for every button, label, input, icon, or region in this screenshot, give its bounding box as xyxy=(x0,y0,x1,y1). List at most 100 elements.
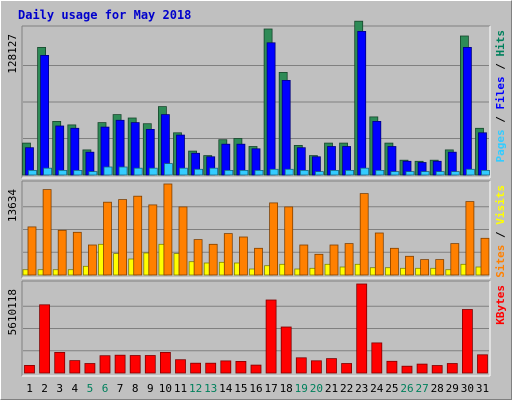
x-tick-label: 7 xyxy=(117,382,124,395)
bar-pages-day-10 xyxy=(163,163,173,176)
bar-sites-day-5 xyxy=(88,244,97,276)
legend: KBytes xyxy=(494,285,507,325)
x-tick-label: 19 xyxy=(295,382,308,395)
bar-sites-day-28 xyxy=(435,259,445,276)
bar-pages-day-7 xyxy=(118,166,128,176)
panel-bottom: 5610118 KBytes xyxy=(6,280,507,377)
x-tick-label: 10 xyxy=(159,382,172,395)
x-tick-label: 17 xyxy=(264,382,277,395)
x-tick-label: 16 xyxy=(249,382,262,395)
bar-pages-day-16 xyxy=(254,169,264,176)
bar-kbytes-day-30 xyxy=(461,309,473,374)
bar-sites-day-1 xyxy=(27,226,37,276)
bar-files-day-4 xyxy=(70,127,80,176)
bar-pages-day-28 xyxy=(435,171,445,176)
x-tick-label: 8 xyxy=(132,382,139,395)
bar-pages-day-8 xyxy=(133,167,143,176)
panel-top: 128127 Pages / Files / Hits xyxy=(6,20,507,179)
bar-sites-day-27 xyxy=(420,259,430,276)
bar-kbytes-day-26 xyxy=(401,365,413,374)
bar-files-day-17 xyxy=(266,42,276,176)
bar-kbytes-day-2 xyxy=(39,304,50,374)
bar-sites-day-26 xyxy=(405,255,414,276)
bar-pages-day-17 xyxy=(269,168,279,176)
legend-item: Visits xyxy=(494,185,507,225)
bar-sites-day-23 xyxy=(359,193,369,276)
bar-sites-day-22 xyxy=(344,243,354,276)
bar-pages-day-27 xyxy=(420,171,430,176)
x-tick-label: 9 xyxy=(147,382,154,395)
bar-pages-day-9 xyxy=(148,167,158,176)
bar-files-day-8 xyxy=(130,122,140,176)
bar-sites-day-30 xyxy=(465,201,475,276)
x-tick-label: 5 xyxy=(87,382,94,395)
bar-sites-day-29 xyxy=(450,243,460,276)
x-tick-label: 24 xyxy=(370,382,384,395)
legend: Pages / Files / Hits xyxy=(494,30,507,163)
bar-kbytes-day-27 xyxy=(416,363,428,374)
x-tick-label: 2 xyxy=(41,382,48,395)
bar-pages-day-18 xyxy=(284,168,294,176)
bar-kbytes-day-8 xyxy=(129,355,141,374)
bar-files-day-23 xyxy=(357,30,367,176)
bar-pages-day-30 xyxy=(465,168,475,176)
bar-sites-day-14 xyxy=(223,233,233,276)
x-tick-label: 11 xyxy=(174,382,187,395)
bar-files-day-18 xyxy=(281,80,291,176)
x-tick-label: 31 xyxy=(476,382,489,395)
bar-sites-day-18 xyxy=(284,206,294,276)
bar-sites-day-11 xyxy=(178,206,188,276)
legend-item: Sites xyxy=(494,245,507,278)
bar-files-day-25 xyxy=(387,146,397,176)
ymax-label: 13634 xyxy=(6,189,19,222)
bar-sites-day-21 xyxy=(329,244,339,276)
legend-item: Hits xyxy=(494,30,507,57)
x-tick-label: 25 xyxy=(385,382,398,395)
bar-sites-day-12 xyxy=(193,239,203,276)
bar-pages-day-1 xyxy=(28,169,37,176)
bar-sites-day-20 xyxy=(314,253,324,276)
x-tick-label: 26 xyxy=(400,382,413,395)
bar-sites-day-19 xyxy=(299,244,309,276)
bar-sites-day-6 xyxy=(103,201,112,276)
bar-sites-day-7 xyxy=(118,199,127,276)
x-tick-label: 21 xyxy=(325,382,338,395)
bar-pages-day-3 xyxy=(58,169,68,176)
x-tick-label: 4 xyxy=(71,382,78,395)
bar-kbytes-day-1 xyxy=(24,364,35,374)
bar-kbytes-day-15 xyxy=(235,360,247,374)
bar-kbytes-day-18 xyxy=(280,326,292,374)
bar-pages-day-19 xyxy=(299,169,309,176)
bar-pages-day-24 xyxy=(375,169,385,176)
bar-kbytes-day-3 xyxy=(54,351,66,374)
bar-sites-day-24 xyxy=(374,232,384,276)
x-tick-label: 3 xyxy=(56,382,63,395)
legend-item: Files xyxy=(494,76,507,109)
legend-item: / xyxy=(494,225,507,245)
x-tick-label: 28 xyxy=(431,382,444,395)
bar-kbytes-day-6 xyxy=(99,355,111,374)
x-tick-label: 22 xyxy=(340,382,353,395)
x-tick-label: 27 xyxy=(415,382,428,395)
bar-kbytes-day-7 xyxy=(114,354,126,374)
bar-kbytes-day-31 xyxy=(477,354,488,374)
legend: Sites / Visits xyxy=(494,185,507,278)
x-tick-label: 6 xyxy=(102,382,109,395)
panel-middle: 13634 Sites / Visits xyxy=(6,180,507,279)
bar-kbytes-day-25 xyxy=(386,360,398,374)
ymax-label: 5610118 xyxy=(6,289,19,335)
x-tick-label: 14 xyxy=(219,382,233,395)
bar-files-day-31 xyxy=(478,132,487,176)
bar-kbytes-day-12 xyxy=(190,362,202,374)
chart-title: Daily usage for May 2018 xyxy=(18,8,191,22)
bar-pages-day-6 xyxy=(103,166,113,176)
bar-kbytes-day-29 xyxy=(446,363,458,374)
bar-kbytes-day-24 xyxy=(371,342,383,374)
bar-pages-day-23 xyxy=(360,167,370,176)
bar-pages-day-29 xyxy=(450,171,460,176)
bar-files-day-30 xyxy=(462,47,472,176)
bar-kbytes-day-28 xyxy=(431,365,443,374)
legend-item: / xyxy=(494,110,507,130)
bar-pages-day-5 xyxy=(88,171,98,176)
